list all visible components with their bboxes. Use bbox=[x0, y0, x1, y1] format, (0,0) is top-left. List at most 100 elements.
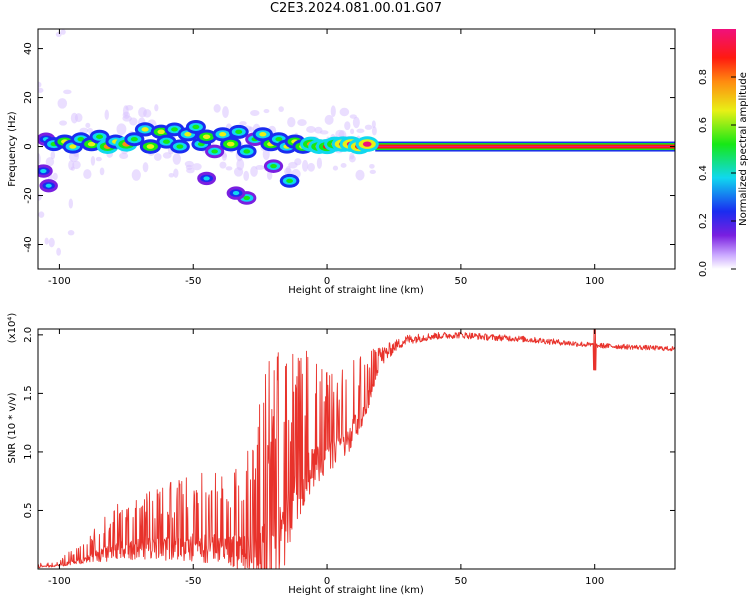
heatmap-blob-core bbox=[146, 144, 155, 149]
heatmap-haze bbox=[185, 164, 193, 170]
spectrogram-panel: -100 -50 0 50 100 -40 -20 0 20 40 Height of strai… bbox=[7, 28, 676, 296]
heatmap-haze bbox=[55, 31, 62, 38]
heatmap-haze bbox=[250, 110, 260, 117]
x-tick-label: 100 bbox=[585, 576, 604, 587]
heatmap-haze bbox=[324, 114, 334, 125]
colorbar-ticks: 0.0 0.2 0.4 0.6 0.8 bbox=[698, 69, 736, 277]
heatmap-haze bbox=[172, 153, 181, 165]
snr-y-multiplier: (x10⁴) bbox=[7, 313, 18, 344]
colorbar-tick-label: 0.2 bbox=[698, 213, 709, 229]
heatmap-haze bbox=[79, 127, 89, 134]
heatmap-blob-core bbox=[40, 169, 47, 174]
heatmap-blob-core bbox=[286, 178, 293, 183]
x-tick-label: 0 bbox=[324, 576, 330, 587]
heatmap-haze bbox=[222, 106, 229, 118]
heatmap-haze bbox=[38, 81, 42, 88]
heatmap-haze bbox=[50, 151, 56, 160]
heatmap-haze bbox=[297, 119, 307, 126]
heatmap-blob-core bbox=[96, 134, 104, 139]
heatmap-haze bbox=[68, 151, 79, 163]
heatmap-haze bbox=[307, 162, 315, 172]
heatmap-haze bbox=[266, 170, 273, 181]
colorbar-label: Normalized spectral amplitude bbox=[738, 72, 749, 226]
heatmap-blob-core bbox=[232, 191, 240, 196]
y-tick-label: 1.0 bbox=[23, 444, 34, 460]
x-tick-label: -100 bbox=[48, 276, 71, 287]
heatmap-haze bbox=[119, 152, 129, 160]
y-tick-label: 1.5 bbox=[23, 385, 34, 401]
spectrogram-heatmap bbox=[38, 29, 675, 256]
heatmap-haze bbox=[122, 105, 129, 117]
heatmap-haze bbox=[219, 161, 227, 169]
heatmap-haze bbox=[222, 153, 227, 158]
heatmap-haze bbox=[153, 153, 162, 161]
heatmap-blob-core bbox=[235, 129, 243, 135]
heatmap-haze bbox=[38, 87, 44, 93]
snr-series-line bbox=[38, 329, 675, 569]
heatmap-haze bbox=[369, 163, 375, 169]
spectrogram-axes: -100 -50 0 50 100 -40 -20 0 20 40 bbox=[23, 29, 675, 287]
colorbar-tick-label: 0.0 bbox=[698, 261, 709, 277]
heatmap-blob-core bbox=[141, 127, 149, 132]
heatmap-blob-core bbox=[211, 149, 218, 154]
x-tick-label: 100 bbox=[585, 276, 604, 287]
heatmap-haze bbox=[332, 165, 339, 171]
snr-frame bbox=[37, 328, 676, 570]
heatmap-blob-core bbox=[275, 137, 283, 142]
heatmap-haze bbox=[355, 169, 365, 181]
chart-title: C2E3.2024.081.00.01.G07 bbox=[269, 1, 443, 16]
y-tick-label: 0.5 bbox=[23, 503, 34, 519]
colorbar-tick-label: 0.8 bbox=[698, 69, 709, 85]
heatmap-haze bbox=[316, 157, 322, 169]
colorbar-tick-label: 0.6 bbox=[698, 117, 709, 133]
heatmap-haze bbox=[104, 109, 109, 120]
heatmap-haze bbox=[236, 158, 245, 171]
heatmap-haze bbox=[302, 159, 309, 172]
heatmap-blob-core bbox=[171, 127, 178, 132]
heatmap-blob-core bbox=[69, 144, 77, 149]
heatmap-haze bbox=[349, 114, 357, 119]
heatmap-haze bbox=[44, 237, 49, 245]
spectrogram-x-axis-label: Height of straight line (km) bbox=[288, 285, 424, 296]
snr-axes: -100 -50 0 50 100 0.5 1.0 1.5 2.0 bbox=[23, 327, 675, 587]
heatmap-haze bbox=[68, 198, 74, 209]
heatmap-blob-core bbox=[202, 134, 211, 140]
spectrogram-frame bbox=[37, 28, 676, 270]
heatmap-haze bbox=[243, 170, 250, 182]
heatmap-haze bbox=[72, 160, 81, 170]
heatmap-haze bbox=[56, 247, 61, 256]
heatmap-haze bbox=[38, 153, 41, 165]
heatmap-haze bbox=[45, 157, 55, 167]
heatmap-blob-core bbox=[77, 137, 85, 142]
heatmap-haze bbox=[85, 122, 91, 128]
heatmap-haze bbox=[250, 166, 258, 177]
heatmap-haze bbox=[225, 166, 233, 171]
colorbar-tick-label: 0.4 bbox=[698, 165, 709, 181]
heatmap-blob-core bbox=[259, 132, 267, 137]
heatmap-haze bbox=[285, 166, 291, 174]
spectrogram-y-axis-label: Frequency (Hz) bbox=[7, 111, 18, 187]
x-tick-label: -50 bbox=[185, 276, 201, 287]
heatmap-blob-core bbox=[87, 141, 96, 147]
heatmap-haze bbox=[262, 148, 270, 161]
heatmap-haze bbox=[371, 126, 377, 136]
x-tick-label: 50 bbox=[455, 276, 468, 287]
heatmap-haze bbox=[278, 106, 284, 113]
heatmap-blob-core bbox=[157, 129, 165, 135]
heatmap-haze bbox=[330, 105, 336, 118]
heatmap-haze bbox=[138, 107, 147, 118]
heatmap-haze bbox=[38, 211, 45, 218]
heatmap-haze bbox=[87, 127, 93, 133]
heatmap-haze bbox=[60, 29, 66, 35]
heatmap-haze bbox=[154, 104, 159, 112]
y-tick-label: 2.0 bbox=[23, 327, 34, 343]
x-tick-label: -50 bbox=[185, 576, 201, 587]
heatmap-haze bbox=[90, 155, 96, 166]
colorbar: 0.0 0.2 0.4 0.6 0.8 Normalized spectral ampl… bbox=[698, 29, 749, 277]
x-tick-label: -100 bbox=[48, 576, 71, 587]
heatmap-haze bbox=[122, 115, 132, 122]
heatmap-blob-core bbox=[162, 139, 170, 144]
heatmap-blob-core bbox=[219, 132, 227, 137]
heatmap-haze bbox=[116, 123, 127, 136]
heatmap-haze bbox=[364, 124, 373, 130]
